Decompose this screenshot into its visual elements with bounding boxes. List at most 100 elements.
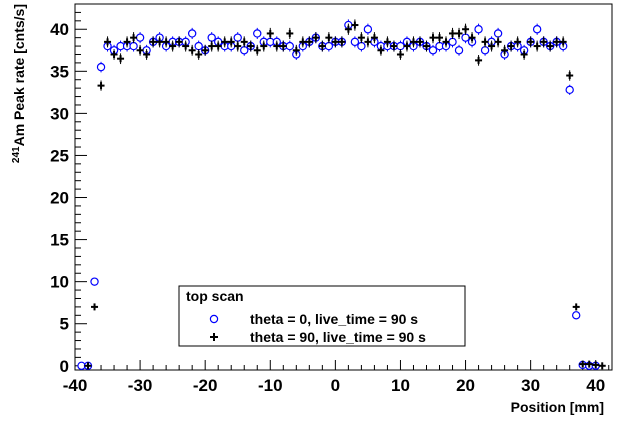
data-point-cross <box>130 32 138 44</box>
legend-label-theta-90: theta = 90, live_time = 90 s <box>250 329 426 345</box>
circle-marker <box>448 37 457 47</box>
x-tick-label: 30 <box>521 376 540 395</box>
y-tick-label: 15 <box>50 231 69 250</box>
series-1 <box>84 19 606 370</box>
circle-marker <box>129 41 138 51</box>
data-point-cross <box>240 36 248 48</box>
data-point-cross <box>540 36 548 48</box>
data-point-cross <box>546 40 554 52</box>
data-point-cross <box>501 44 509 56</box>
x-axis-title: Position [mm] <box>511 399 604 415</box>
legend-entry-theta-90: theta = 90, live_time = 90 s <box>210 329 426 345</box>
data-point-cross <box>117 53 125 65</box>
circle-marker <box>532 25 542 34</box>
data-point-cross <box>182 40 190 52</box>
data-point-cross <box>403 40 411 52</box>
data-point-cross <box>188 44 196 56</box>
data-point-cross <box>123 36 131 48</box>
data-point-cross <box>598 362 606 370</box>
data-point-cross <box>533 40 541 52</box>
circle-marker <box>253 29 262 38</box>
x-tick-label: 10 <box>391 376 410 395</box>
data-point-circle <box>96 61 106 73</box>
data-point-cross <box>377 44 385 56</box>
data-point-cross <box>104 36 112 48</box>
circle-marker <box>240 46 249 55</box>
data-point-cross <box>449 27 457 40</box>
data-point-cross <box>136 44 144 56</box>
circle-marker <box>96 62 106 72</box>
circle-marker <box>194 41 203 51</box>
circle-marker <box>233 33 242 42</box>
data-point-cross <box>383 36 391 48</box>
data-point-cross <box>527 36 535 48</box>
circle-marker <box>207 33 216 42</box>
circle-marker <box>285 41 294 51</box>
data-point-cross <box>494 36 502 48</box>
x-tick-label: -10 <box>258 376 283 395</box>
data-point-cross <box>416 36 424 48</box>
circle-marker <box>480 46 490 55</box>
data-point-cross <box>481 36 489 48</box>
data-point-cross <box>364 36 372 48</box>
legend: top scan theta = 0, live_time = 90 s the… <box>178 285 466 347</box>
data-point-circle <box>135 32 145 44</box>
circle-marker <box>454 46 464 55</box>
data-point-cross <box>338 36 346 48</box>
circle-marker <box>357 41 366 51</box>
data-point-circle <box>363 23 373 35</box>
data-point-cross <box>91 303 99 311</box>
axes: -40 -30 -20 -10 0 10 20 30 40 0 5 10 15 20 25 30 35 40 <box>50 11 610 395</box>
circle-marker <box>396 41 405 51</box>
data-point-cross <box>149 36 157 48</box>
circle-marker <box>350 37 360 47</box>
circle-marker <box>187 29 197 38</box>
y-axis-title-superscript: 241 <box>11 146 22 163</box>
data-point-cross <box>455 27 463 40</box>
data-point-cross <box>84 362 92 370</box>
data-point-cross <box>559 36 567 48</box>
data-point-cross <box>221 36 229 48</box>
y-tick-label: 30 <box>50 104 69 123</box>
data-point-circle <box>285 40 294 52</box>
data-point-cross <box>520 49 528 60</box>
data-point-cross <box>292 44 300 56</box>
y-tick-label: 35 <box>50 62 69 81</box>
data-point-cross <box>253 44 261 56</box>
y-tick-label: 0 <box>60 357 69 376</box>
data-point-cross <box>468 32 476 44</box>
data-point-cross <box>143 49 151 60</box>
legend-marker-circle <box>209 314 219 324</box>
legend-title: top scan <box>186 288 244 304</box>
data-point-cross <box>169 40 177 52</box>
data-point-cross <box>436 32 444 44</box>
data-point-cross <box>553 36 561 48</box>
data-series <box>77 19 606 370</box>
data-point-circle <box>572 311 581 320</box>
data-point-circle <box>532 23 542 35</box>
data-point-circle <box>187 27 197 40</box>
x-tick-label: -30 <box>128 376 153 395</box>
data-point-cross <box>325 32 333 44</box>
circle-marker <box>363 25 373 34</box>
data-point-cross <box>396 49 404 60</box>
data-point-cross <box>475 55 483 66</box>
y-tick-label: 20 <box>50 189 69 208</box>
data-point-cross <box>572 303 580 311</box>
circle-marker <box>428 46 438 55</box>
data-point-cross <box>195 49 203 60</box>
x-tick-label: -40 <box>63 376 88 395</box>
data-point-circle <box>565 84 574 95</box>
data-point-cross <box>162 36 170 48</box>
data-point-circle <box>253 27 262 40</box>
data-point-cross <box>273 40 281 52</box>
data-point-cross <box>409 36 417 48</box>
data-point-cross <box>299 36 307 48</box>
circle-marker <box>474 25 483 34</box>
data-point-cross <box>390 40 398 52</box>
data-point-cross <box>566 70 574 81</box>
data-point-cross <box>331 36 339 48</box>
legend-entry-theta-0: theta = 0, live_time = 90 s <box>209 311 418 327</box>
data-point-cross <box>247 40 255 52</box>
